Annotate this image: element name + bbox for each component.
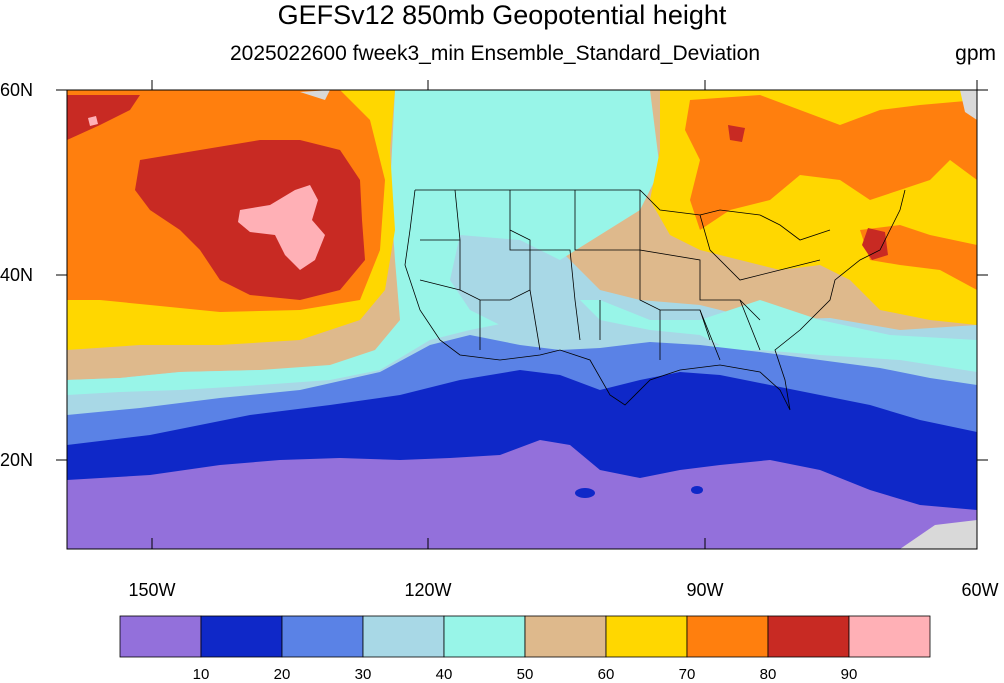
colorbar-tick-label: 90 — [840, 666, 858, 683]
colorbar-swatch — [524, 615, 607, 658]
colorbar-tick-label: 20 — [273, 666, 291, 683]
colorbar-tick-label: 10 — [192, 666, 210, 683]
map-frame — [66, 89, 978, 550]
colorbar-tick-label: 70 — [678, 666, 696, 683]
colorbar-swatch — [200, 615, 283, 658]
axis-ticks — [56, 80, 988, 549]
colorbar-tick-label: 60 — [597, 666, 615, 683]
lat-label-20n: 20N — [0, 450, 34, 470]
lat-label-60n: 60N — [0, 80, 34, 100]
map-title: GEFSv12 850mb Geopotential height — [277, 0, 727, 30]
lon-label-120w: 120W — [404, 580, 452, 600]
colorbar-tick-label: 80 — [759, 666, 777, 683]
colorbar-swatch — [605, 615, 688, 658]
colorbar-tick-label: 30 — [354, 666, 372, 683]
units-label: gpm — [955, 42, 996, 65]
colorbar-swatch — [848, 615, 931, 658]
colorbar-swatch — [443, 615, 526, 658]
contour-fill — [67, 90, 977, 549]
colorbar-swatch — [686, 615, 769, 658]
coastline-outline — [404, 189, 906, 411]
colorbar-tick-label: 40 — [435, 666, 453, 683]
colorbar-swatch — [362, 615, 445, 658]
lon-label-150w: 150W — [128, 580, 176, 600]
colorbar — [119, 615, 931, 658]
map-subtitle: 2025022600 fweek3_min Ensemble_Standard_… — [230, 42, 761, 65]
colorbar-swatch — [767, 615, 850, 658]
colorbar-swatch — [119, 615, 202, 658]
colorbar-tick-label: 50 — [516, 666, 534, 683]
lon-label-90w: 90W — [686, 580, 724, 600]
lat-label-40n: 40N — [0, 265, 34, 285]
colorbar-swatch — [281, 615, 364, 658]
lon-label-60w: 60W — [961, 580, 999, 600]
